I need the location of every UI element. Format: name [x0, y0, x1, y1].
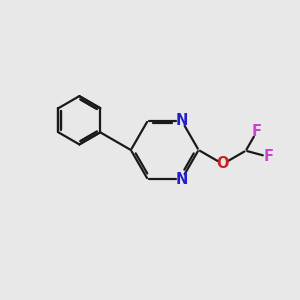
Text: O: O	[217, 157, 229, 172]
Text: F: F	[252, 124, 262, 139]
Text: N: N	[176, 172, 188, 187]
Text: F: F	[263, 149, 274, 164]
Text: N: N	[176, 113, 188, 128]
